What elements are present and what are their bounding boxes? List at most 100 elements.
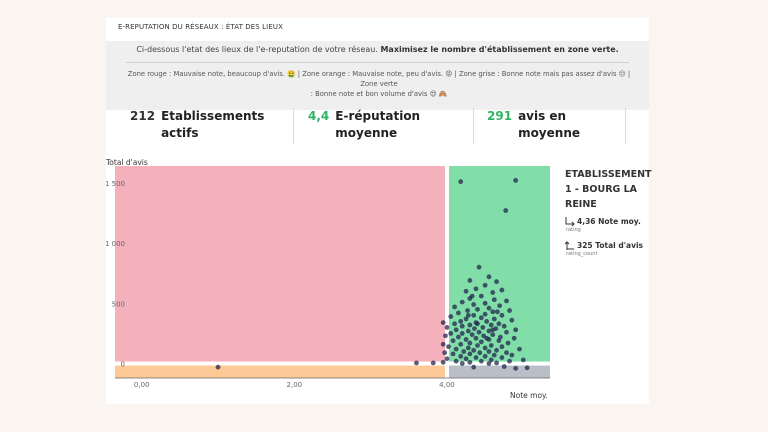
data-point <box>473 355 479 360</box>
data-point <box>478 293 484 299</box>
zone-orange <box>115 365 445 378</box>
kpi-label-line-1: avis en <box>518 109 567 123</box>
data-point <box>463 316 469 322</box>
data-point <box>486 274 492 280</box>
data-point <box>490 332 496 338</box>
data-point <box>520 357 526 363</box>
kpi-reviews: 291 avis en moyenne <box>487 108 580 152</box>
data-point <box>471 347 477 353</box>
data-point <box>453 327 459 333</box>
y-tick-label: 1 000 <box>106 240 125 248</box>
tooltip-panel: ETABLISSEMENT 1 - BOURG LA REINE 4,36 No… <box>565 167 655 257</box>
data-point <box>504 350 509 356</box>
data-point <box>440 341 446 347</box>
data-point <box>507 308 512 313</box>
kpi-label-line-2: moyenne <box>518 126 580 140</box>
data-point <box>448 331 454 336</box>
data-point <box>488 322 494 328</box>
y-tick-label: 1 500 <box>106 180 125 188</box>
data-point <box>458 179 464 185</box>
data-point <box>463 337 469 342</box>
data-point <box>443 333 448 339</box>
data-point <box>452 304 458 310</box>
scatter-plot: 0 500 1 000 1 500 0,00 2,00 4,00 <box>106 166 550 389</box>
data-point <box>497 303 503 309</box>
x-tick-label: 0,00 <box>134 381 150 389</box>
data-point <box>467 278 473 283</box>
establishment-name-line: REINE <box>565 199 597 210</box>
data-point <box>484 335 490 341</box>
data-point <box>496 321 502 327</box>
data-point <box>491 297 497 303</box>
y-tick-label: 500 <box>112 300 125 308</box>
data-point <box>494 279 499 285</box>
zone-legend-line-2: : Bonne note et bon volume d'avis 😍 🙈 <box>310 90 448 98</box>
kpi-establishments: 212 Etablissements actifs <box>130 108 264 152</box>
count-row: 325 Total d'avis <box>565 241 655 250</box>
data-point <box>448 314 454 319</box>
data-point <box>478 358 484 364</box>
data-point <box>459 299 465 305</box>
data-point <box>480 325 486 330</box>
kpi-label-line-1: Etablissements <box>161 109 265 123</box>
data-point <box>440 359 446 365</box>
data-point <box>488 357 494 363</box>
x-tick-label: 2,00 <box>287 381 303 389</box>
data-point <box>463 356 469 362</box>
x-tick-label: 4,00 <box>439 381 455 389</box>
data-point <box>459 331 465 336</box>
kpi-label-line-2: actifs <box>161 126 199 140</box>
data-point <box>484 318 490 324</box>
data-point <box>490 309 496 315</box>
data-point <box>465 345 471 351</box>
data-point <box>473 286 479 292</box>
data-point <box>463 288 469 294</box>
data-point <box>458 341 464 347</box>
data-point <box>414 360 419 366</box>
zone-red <box>115 166 445 362</box>
data-point <box>486 361 492 366</box>
data-point <box>465 308 470 313</box>
data-point <box>467 351 473 357</box>
rating-value: 4,36 Note moy. <box>577 217 641 226</box>
data-point <box>458 318 464 324</box>
data-point <box>486 349 492 354</box>
data-point <box>513 178 519 183</box>
data-point <box>215 364 221 370</box>
data-point <box>513 365 519 371</box>
data-point <box>507 358 512 364</box>
data-point <box>476 264 482 270</box>
data-point <box>442 350 448 356</box>
kpi-value: 212 <box>130 109 156 123</box>
data-point <box>471 302 477 307</box>
zone-legend-line-1: Zone rouge : Mauvaise note, beaucoup d'a… <box>127 70 631 88</box>
data-point <box>458 353 464 359</box>
kpi-label-line-2: moyenne <box>335 126 398 140</box>
data-point <box>490 327 496 333</box>
data-point <box>467 359 473 365</box>
data-point <box>452 321 458 327</box>
data-point <box>461 349 467 354</box>
data-point <box>503 208 509 213</box>
data-point <box>475 306 480 312</box>
data-point <box>446 344 451 350</box>
kpi-divider <box>473 108 474 144</box>
data-point <box>478 339 484 345</box>
zone-legend: Zone rouge : Mauvaise note, beaucoup d'a… <box>124 69 634 99</box>
data-point <box>475 321 480 327</box>
data-point <box>472 326 477 332</box>
kpi-value: 291 <box>487 109 513 123</box>
data-point <box>517 346 522 352</box>
count-value: 325 Total d'avis <box>577 241 644 250</box>
data-point <box>505 340 511 346</box>
data-point <box>473 335 479 341</box>
data-point <box>504 329 509 335</box>
data-point <box>450 351 456 357</box>
data-point <box>488 343 494 348</box>
kpi-value: 4,4 <box>308 109 330 123</box>
data-point <box>491 352 497 358</box>
data-point <box>444 356 450 362</box>
data-point <box>453 358 459 364</box>
data-point <box>465 312 471 318</box>
data-point <box>459 361 465 366</box>
